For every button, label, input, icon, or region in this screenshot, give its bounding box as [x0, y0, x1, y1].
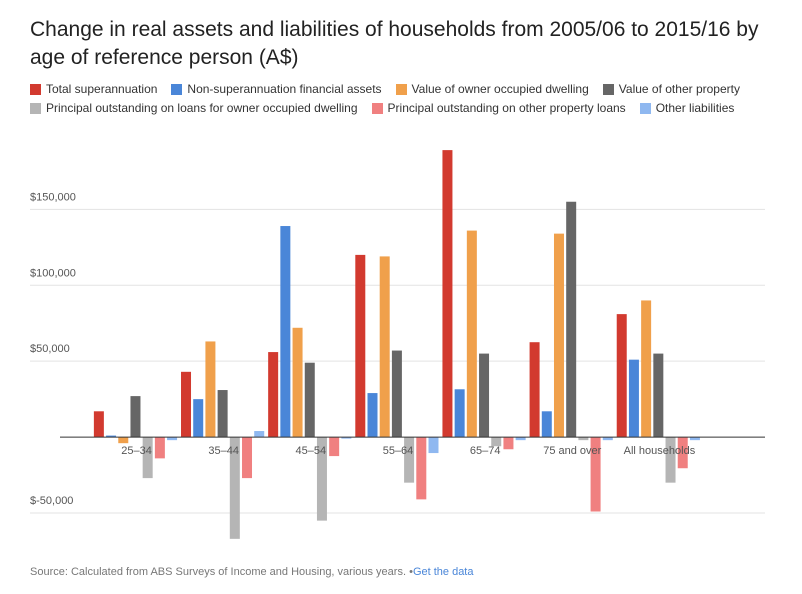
bar	[578, 437, 589, 441]
bar	[154, 437, 165, 459]
bar	[142, 437, 153, 479]
x-tick-label: 65–74	[470, 445, 501, 457]
legend-label: Total superannuation	[46, 82, 158, 96]
bar	[280, 226, 291, 438]
bar	[553, 233, 564, 438]
legend-label: Principal outstanding on loans for owner…	[46, 101, 358, 115]
legend-item: Principal outstanding on other property …	[371, 101, 626, 115]
y-tick-label: $150,000	[30, 191, 76, 203]
legend-swatch	[639, 102, 651, 114]
bar	[454, 389, 465, 438]
chart-title: Change in real assets and liabilities of…	[30, 18, 759, 69]
bar	[292, 327, 303, 438]
bar	[479, 353, 490, 438]
bar	[541, 411, 552, 438]
x-tick-label: 75 and over	[543, 445, 601, 457]
bar	[491, 437, 502, 447]
bar	[391, 350, 402, 438]
legend-item: Value of owner occupied dwelling	[395, 82, 589, 96]
bar	[466, 230, 477, 438]
legend-swatch	[30, 102, 41, 114]
legend-label: Value of owner occupied dwelling	[411, 82, 589, 96]
bar	[130, 396, 141, 438]
legend-item: Other liabilities	[639, 101, 735, 115]
bar	[515, 437, 526, 441]
y-tick-label: $100,000	[30, 267, 76, 279]
bar	[193, 399, 204, 438]
legend-item: Total superannuation	[30, 82, 157, 96]
bar	[566, 201, 577, 438]
bar	[217, 390, 228, 438]
bar	[653, 353, 664, 438]
legend-item: Non-superannuation financial assets	[171, 82, 382, 96]
legend-label: Non-superannuation financial assets	[187, 82, 382, 96]
legend-swatch	[395, 83, 407, 95]
x-tick-label: 45–54	[296, 445, 327, 457]
bar	[242, 437, 253, 479]
bar	[316, 437, 327, 521]
y-tick-label: $-50,000	[30, 495, 73, 507]
bar	[503, 437, 514, 450]
bar	[167, 437, 178, 441]
legend-swatch	[602, 83, 614, 95]
bar	[428, 437, 439, 454]
bar	[304, 362, 315, 438]
bar	[590, 437, 601, 512]
bar	[229, 437, 240, 539]
legend-swatch	[30, 83, 41, 95]
bar	[379, 256, 390, 438]
bar	[93, 411, 104, 438]
bar	[367, 393, 378, 438]
bar	[355, 254, 366, 438]
bar	[616, 314, 627, 438]
legend-swatch	[171, 83, 183, 95]
bar	[665, 437, 676, 483]
bar	[181, 371, 192, 438]
x-tick-label: 25–34	[121, 445, 152, 457]
bar	[404, 437, 415, 483]
bar	[529, 342, 540, 438]
bar	[416, 437, 427, 500]
bar	[677, 437, 688, 469]
x-tick-label: 55–64	[383, 445, 414, 457]
bar	[689, 437, 700, 441]
bar	[254, 431, 265, 438]
source-text: Source: Calculated from ABS Surveys of I…	[30, 566, 407, 578]
bar	[118, 437, 129, 444]
bar	[329, 437, 340, 457]
y-tick-label: $50,000	[30, 343, 70, 355]
x-tick-label: All households	[624, 445, 696, 457]
legend-label: Value of other property	[618, 82, 740, 96]
bar	[268, 352, 279, 438]
legend-label: Other liabilities	[655, 101, 735, 115]
bar	[341, 437, 352, 439]
bar	[106, 435, 117, 438]
bar	[442, 150, 453, 438]
legend: Total superannuation Non-superannuation f…	[30, 82, 790, 115]
bar	[602, 437, 613, 441]
x-tick-label: 35–44	[208, 445, 239, 457]
bar	[628, 359, 639, 438]
bar	[641, 300, 652, 438]
legend-label: Principal outstanding on other property …	[387, 101, 626, 115]
legend-item: Value of other property	[602, 82, 740, 96]
source: Source: Calculated from ABS Surveys of I…	[30, 566, 473, 578]
legend-item: Principal outstanding on loans for owner…	[30, 101, 358, 115]
legend-swatch	[371, 102, 383, 114]
bar	[205, 341, 216, 438]
data-link[interactable]: Get the data	[406, 566, 473, 578]
